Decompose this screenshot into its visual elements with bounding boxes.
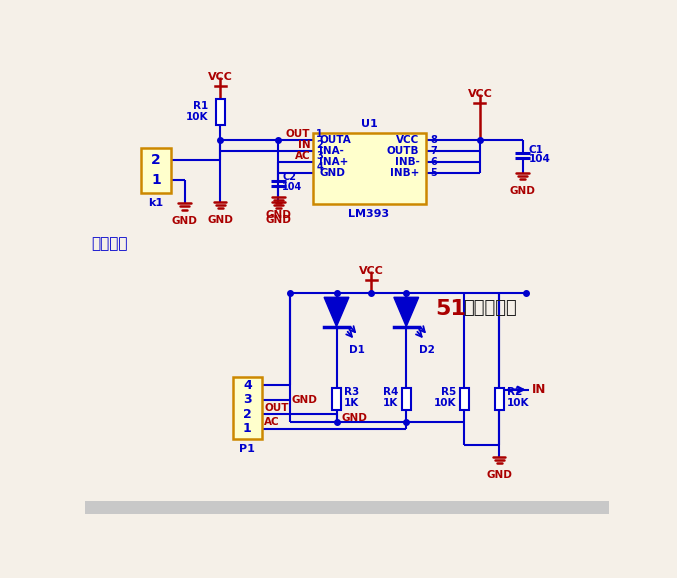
Text: GND: GND bbox=[342, 413, 368, 423]
Text: 1K: 1K bbox=[383, 398, 399, 407]
Text: 1: 1 bbox=[316, 129, 323, 139]
Text: OUTA: OUTA bbox=[320, 135, 351, 145]
Text: 1: 1 bbox=[243, 423, 252, 435]
Text: AC: AC bbox=[294, 151, 310, 161]
Text: OUT: OUT bbox=[286, 129, 310, 139]
Polygon shape bbox=[324, 297, 349, 327]
Text: 10K: 10K bbox=[507, 398, 529, 407]
Text: 4: 4 bbox=[243, 379, 252, 391]
Text: 1K: 1K bbox=[344, 398, 359, 407]
Bar bbox=[401, 388, 411, 410]
Text: 2: 2 bbox=[151, 153, 161, 167]
Bar bbox=[495, 388, 504, 410]
Text: 4: 4 bbox=[316, 162, 323, 172]
Text: GND: GND bbox=[292, 395, 318, 405]
Text: C2: C2 bbox=[282, 172, 297, 182]
Text: k1: k1 bbox=[148, 198, 163, 208]
Text: GND: GND bbox=[207, 215, 233, 225]
Text: U1: U1 bbox=[362, 118, 378, 129]
Text: R1: R1 bbox=[192, 101, 208, 112]
Text: VCC: VCC bbox=[359, 266, 384, 276]
Text: 探头接口: 探头接口 bbox=[91, 236, 127, 251]
Text: IN: IN bbox=[297, 140, 310, 150]
Text: 104: 104 bbox=[529, 154, 550, 165]
Text: R5: R5 bbox=[441, 387, 456, 397]
Text: 5: 5 bbox=[431, 168, 437, 177]
Text: 黑电子论坛: 黑电子论坛 bbox=[463, 299, 517, 317]
Bar bbox=[313, 132, 426, 204]
Bar bbox=[332, 388, 341, 410]
Text: GND: GND bbox=[172, 216, 198, 227]
Text: OUTB: OUTB bbox=[387, 146, 420, 156]
Text: GND: GND bbox=[265, 215, 291, 225]
Text: 6: 6 bbox=[431, 157, 437, 167]
Text: R2: R2 bbox=[507, 387, 522, 397]
Text: INB+: INB+ bbox=[390, 168, 420, 177]
Text: 104: 104 bbox=[282, 182, 303, 192]
Text: GND: GND bbox=[320, 168, 345, 177]
Text: INA-: INA- bbox=[320, 146, 345, 156]
Bar bbox=[141, 148, 171, 192]
Text: 51: 51 bbox=[435, 299, 466, 319]
Text: 10K: 10K bbox=[434, 398, 456, 407]
Text: 3: 3 bbox=[316, 151, 323, 161]
Text: GND: GND bbox=[510, 186, 536, 197]
Text: 10K: 10K bbox=[185, 112, 208, 122]
Text: D2: D2 bbox=[418, 345, 435, 355]
Text: INB-: INB- bbox=[395, 157, 420, 167]
Text: 1: 1 bbox=[151, 173, 161, 187]
Text: GND: GND bbox=[265, 210, 291, 220]
Text: LM393: LM393 bbox=[349, 209, 389, 218]
Text: R4: R4 bbox=[383, 387, 399, 397]
Text: VCC: VCC bbox=[208, 72, 233, 81]
Text: AC: AC bbox=[265, 417, 280, 427]
Bar bbox=[233, 377, 262, 439]
Bar bbox=[460, 388, 469, 410]
Bar bbox=[85, 501, 609, 514]
Text: 2: 2 bbox=[243, 408, 252, 421]
Bar bbox=[215, 99, 225, 125]
Text: D1: D1 bbox=[349, 345, 365, 355]
Text: VCC: VCC bbox=[467, 88, 492, 99]
Text: 2: 2 bbox=[316, 140, 323, 150]
Text: 8: 8 bbox=[431, 135, 437, 145]
Polygon shape bbox=[394, 297, 418, 327]
Text: INA+: INA+ bbox=[320, 157, 349, 167]
Text: GND: GND bbox=[486, 470, 512, 480]
Text: P1: P1 bbox=[240, 444, 255, 454]
Text: OUT: OUT bbox=[265, 403, 289, 413]
Text: R3: R3 bbox=[344, 387, 359, 397]
Text: VCC: VCC bbox=[396, 135, 420, 145]
Text: 3: 3 bbox=[243, 393, 252, 406]
Text: 7: 7 bbox=[431, 146, 437, 156]
Text: C1: C1 bbox=[529, 145, 544, 155]
Text: IN: IN bbox=[532, 383, 546, 396]
